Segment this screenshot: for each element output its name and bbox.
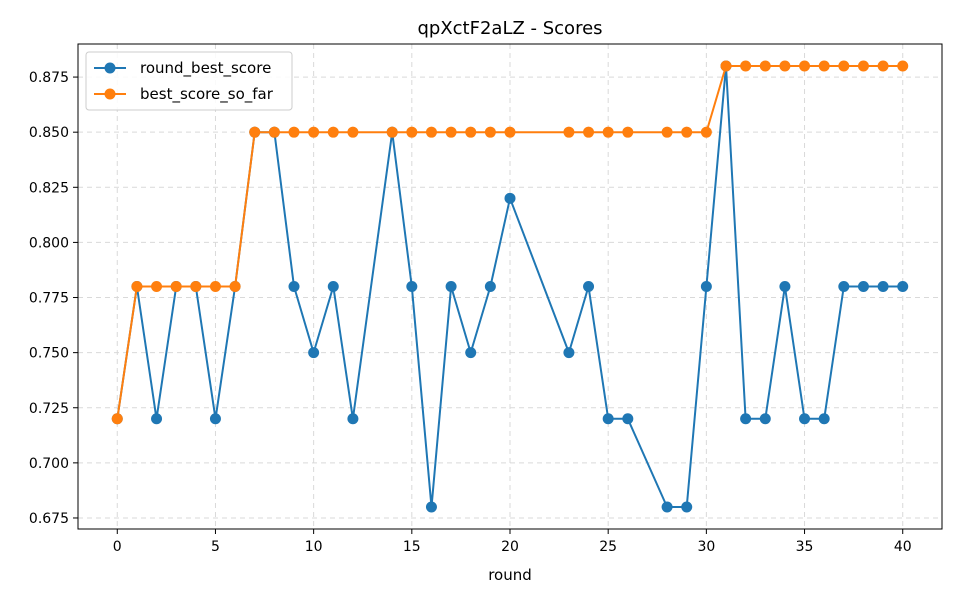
legend-marker: [104, 62, 116, 74]
x-tick-label: 35: [796, 539, 814, 555]
legend-marker: [104, 88, 116, 100]
data-point: [190, 281, 202, 292]
data-point: [465, 126, 477, 138]
data-point: [857, 60, 869, 72]
data-point: [484, 126, 496, 138]
data-point: [877, 60, 889, 72]
x-tick-label: 10: [305, 539, 323, 555]
data-point: [661, 126, 673, 138]
y-tick-label: 0.750: [29, 346, 69, 362]
data-point: [622, 413, 634, 425]
data-point: [661, 501, 673, 513]
data-point: [740, 60, 752, 72]
legend-label: best_score_so_far: [140, 85, 274, 104]
y-tick-label: 0.775: [29, 291, 69, 307]
data-point: [209, 413, 221, 425]
legend-box: [85, 51, 293, 111]
data-point: [308, 347, 320, 359]
data-point: [622, 126, 634, 138]
data-point: [465, 347, 477, 359]
data-point: [602, 413, 614, 425]
data-point: [838, 60, 850, 72]
data-point: [720, 60, 732, 72]
data-point: [838, 281, 850, 292]
data-point: [563, 126, 575, 138]
data-point: [347, 126, 359, 138]
legend-label: round_best_score: [140, 59, 271, 78]
data-point: [897, 281, 909, 292]
data-point: [484, 281, 496, 292]
data-point: [583, 126, 595, 138]
data-point: [327, 126, 339, 138]
data-point: [779, 60, 791, 72]
chart-title: qpXctF2aLZ - Scores: [417, 18, 602, 39]
data-point: [759, 60, 771, 72]
data-point: [799, 60, 811, 72]
data-point: [268, 126, 280, 138]
data-point: [681, 126, 693, 138]
data-point: [425, 126, 437, 138]
y-tick-label: 0.875: [29, 70, 69, 86]
data-point: [308, 126, 320, 138]
x-tick-label: 30: [697, 539, 715, 555]
y-tick-label: 0.800: [29, 235, 69, 251]
data-point: [131, 281, 143, 292]
data-point: [602, 126, 614, 138]
x-tick-label: 40: [894, 539, 912, 555]
x-axis-title: round: [488, 566, 532, 584]
series-best-score-so-far: [111, 60, 909, 425]
data-point: [249, 126, 261, 138]
data-point: [425, 501, 437, 513]
data-point: [288, 281, 300, 292]
data-point: [818, 413, 830, 425]
data-point: [151, 413, 163, 425]
data-point: [229, 281, 241, 292]
data-point: [288, 126, 300, 138]
y-axis: 0.675 0.700 0.725 0.750 0.775 0.800 0.825 0.850…: [29, 70, 78, 527]
data-point: [759, 413, 771, 425]
data-point: [700, 281, 712, 292]
data-point: [111, 413, 123, 425]
x-tick-label: 15: [403, 539, 421, 555]
data-point: [151, 281, 163, 292]
data-point: [504, 192, 516, 204]
data-point: [799, 413, 811, 425]
data-point: [386, 126, 398, 138]
y-tick-label: 0.675: [29, 511, 69, 527]
data-point: [700, 126, 712, 138]
data-point: [445, 281, 457, 292]
data-point: [681, 501, 693, 513]
data-point: [740, 413, 752, 425]
data-point: [857, 281, 869, 292]
x-tick-label: 25: [599, 539, 617, 555]
y-tick-label: 0.700: [29, 456, 69, 472]
data-point: [209, 281, 221, 292]
data-point: [406, 126, 418, 138]
x-tick-label: 20: [501, 539, 519, 555]
data-point: [583, 281, 595, 292]
y-tick-label: 0.825: [29, 180, 69, 196]
series-layer: [111, 60, 909, 513]
data-point: [779, 281, 791, 292]
data-point: [897, 60, 909, 72]
x-tick-label: 5: [211, 539, 220, 555]
data-point: [818, 60, 830, 72]
data-point: [877, 281, 889, 292]
x-axis: 0 5 10 15 20 25 30 35 40: [113, 529, 912, 555]
y-tick-label: 0.850: [29, 125, 69, 141]
data-point: [170, 281, 182, 292]
data-point: [504, 126, 516, 138]
data-point: [347, 413, 359, 425]
data-point: [445, 126, 457, 138]
y-tick-label: 0.725: [29, 401, 69, 417]
data-point: [563, 347, 575, 359]
legend: round_best_score best_score_so_far: [85, 51, 293, 111]
data-point: [406, 281, 418, 292]
x-tick-label: 0: [113, 539, 122, 555]
data-point: [327, 281, 339, 292]
